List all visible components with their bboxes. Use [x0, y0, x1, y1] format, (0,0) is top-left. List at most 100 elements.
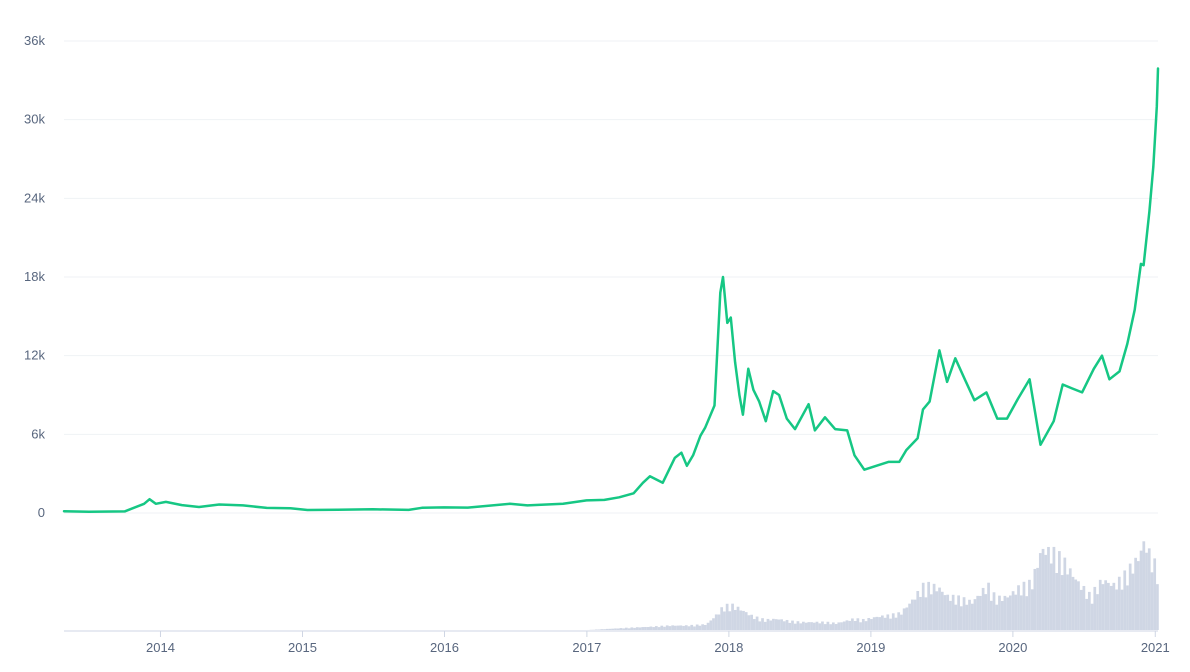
x-tick-label: 2015	[288, 640, 317, 655]
volume-bar	[1006, 597, 1009, 630]
volume-bar	[744, 612, 748, 630]
volume-bar	[676, 625, 680, 630]
volume-bar	[861, 618, 865, 630]
volume-bar	[1120, 589, 1124, 630]
x-tick-label: 2014	[146, 640, 175, 655]
volume-bar	[1071, 576, 1075, 630]
volume-bar	[943, 595, 947, 630]
volume-bar	[924, 597, 928, 630]
volume-bar	[902, 608, 906, 630]
volume-bar	[605, 628, 609, 630]
volume-bar	[900, 614, 903, 630]
volume-bar	[992, 592, 996, 630]
volume-bar	[1022, 581, 1026, 630]
volume-bar	[864, 621, 868, 630]
volume-bar	[652, 627, 655, 630]
volume-bar	[897, 612, 901, 630]
volume-bar	[608, 628, 612, 630]
volume-bar	[654, 626, 658, 630]
volume-bar	[930, 594, 933, 630]
volume-bar	[859, 622, 862, 630]
y-tick-label: 18k	[24, 269, 45, 284]
volume-bar	[769, 620, 773, 630]
volume-bar	[777, 619, 781, 630]
volume-bar	[1109, 585, 1113, 630]
volume-bar	[603, 629, 606, 630]
volume-bar	[804, 622, 808, 630]
volume-bar	[671, 625, 675, 630]
volume-bar	[1136, 561, 1140, 630]
volume-bar	[619, 628, 623, 630]
volume-bar	[894, 617, 898, 630]
volume-bar	[878, 617, 881, 630]
volume-bar	[772, 618, 775, 630]
volume-bar	[995, 604, 999, 630]
volume-bar	[810, 622, 813, 630]
volume-bar	[684, 625, 688, 630]
x-axis-ticks: 2014 2015 2016 2017 2018 2019 2020 2021	[146, 631, 1170, 655]
volume-bar	[1011, 591, 1015, 630]
volume-bar	[723, 611, 726, 630]
volume-bar	[774, 619, 778, 630]
volume-bar	[1090, 603, 1094, 630]
volume-bar	[703, 624, 707, 630]
volume-bar	[690, 624, 694, 630]
volume-bar	[815, 621, 819, 630]
volume-bar	[910, 599, 914, 630]
volume-bar	[1093, 586, 1097, 630]
volume-bar	[780, 619, 783, 630]
volume-bar	[970, 603, 974, 630]
volume-bar	[709, 620, 713, 630]
volume-bar	[750, 614, 754, 630]
volume-bar	[731, 603, 734, 630]
volume-bar	[954, 604, 958, 630]
volume-bar	[921, 582, 925, 630]
volume-bar	[853, 621, 857, 630]
volume-bar	[840, 622, 843, 630]
volume-bar	[957, 595, 960, 630]
volume-bar	[1063, 557, 1067, 630]
volume-bar	[949, 600, 952, 630]
volume-bar	[951, 594, 955, 630]
volume-bar	[812, 622, 816, 630]
x-tick-label: 2016	[430, 640, 459, 655]
volume-bar	[1008, 595, 1012, 630]
y-tick-label: 12k	[24, 348, 45, 363]
volume-bar	[679, 625, 683, 630]
volume-bar	[747, 615, 751, 630]
volume-bar	[733, 609, 737, 630]
x-tick-label: 2017	[572, 640, 601, 655]
volume-bar	[1142, 541, 1146, 630]
volume-bar	[998, 595, 1001, 630]
y-axis-tick-labels: 0 6k 12k 18k 24k 30k 36k	[24, 33, 45, 520]
volume-bar	[1139, 550, 1143, 630]
volume-bar	[984, 594, 988, 630]
price-series-line[interactable]	[62, 67, 1160, 514]
volume-bar	[785, 619, 789, 630]
volume-bar	[1145, 552, 1148, 630]
volume-bar	[987, 582, 990, 630]
volume-bar	[1066, 574, 1069, 630]
volume-bar	[1044, 554, 1048, 630]
x-tick-label: 2018	[714, 640, 743, 655]
volume-bar	[742, 610, 745, 630]
volume-bar	[644, 626, 647, 630]
volume-bar	[682, 625, 685, 630]
volume-bar	[649, 626, 653, 630]
volume-bar	[891, 613, 895, 630]
volume-bars	[586, 541, 1159, 630]
volume-bar	[1068, 568, 1072, 630]
volume-bar	[674, 625, 677, 630]
volume-bar	[714, 614, 718, 630]
x-tick-label: 2019	[856, 640, 885, 655]
volume-bar	[883, 617, 887, 630]
volume-bar	[1019, 595, 1023, 630]
volume-bar	[1134, 557, 1137, 630]
volume-bar	[1017, 585, 1020, 630]
volume-bar	[687, 626, 691, 630]
volume-bar	[916, 591, 920, 630]
volume-bar	[935, 591, 939, 630]
volume-bar	[989, 600, 993, 630]
volume-bar	[976, 595, 980, 630]
